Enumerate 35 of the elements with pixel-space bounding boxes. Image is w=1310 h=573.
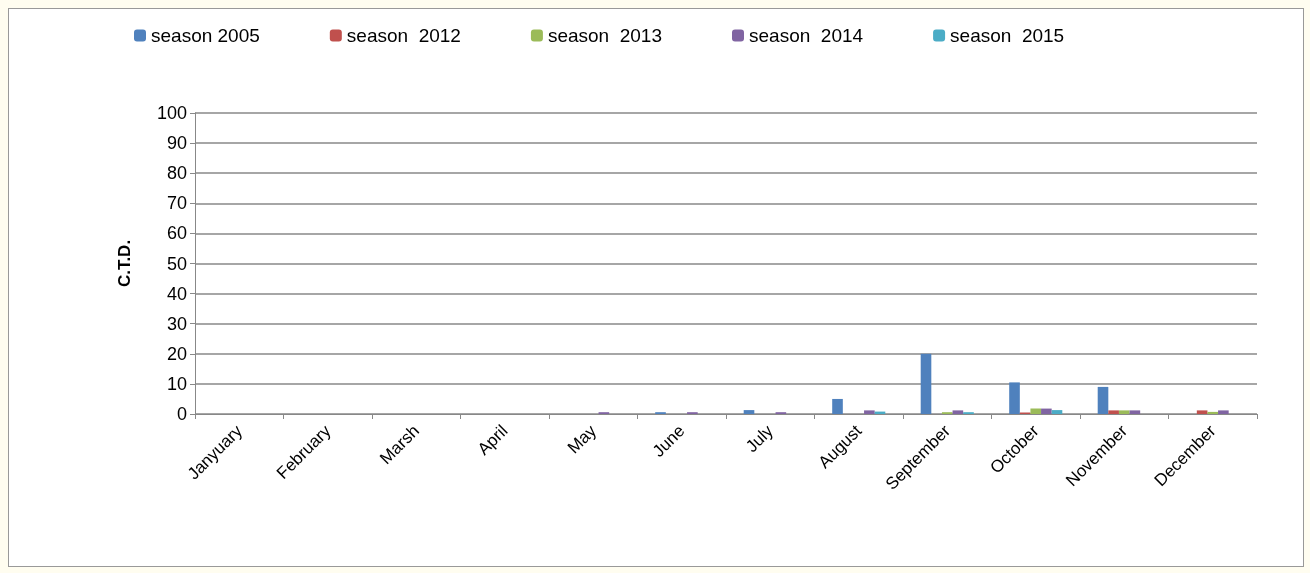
bar (952, 410, 964, 414)
x-tick-label: July (742, 420, 778, 457)
bar (1041, 408, 1052, 414)
legend-label: season 2005 (151, 25, 260, 46)
x-tick-label: May (563, 420, 601, 458)
bar (1118, 410, 1130, 414)
bar (1051, 410, 1063, 414)
legend-label: season 2014 (749, 25, 864, 46)
bar (1009, 382, 1020, 414)
legend-label: season 2015 (950, 25, 1065, 46)
bar (1207, 411, 1219, 414)
y-tick-label: 30 (166, 313, 187, 334)
y-axis-title: C.T.D. (115, 239, 134, 288)
y-tick-label: 10 (166, 373, 187, 394)
y-tick-label: 100 (156, 103, 187, 123)
y-tick-label: 80 (166, 163, 187, 184)
y-tick-label: 60 (166, 223, 187, 244)
bar (743, 410, 755, 414)
bar (1030, 408, 1042, 414)
y-tick-label: 50 (166, 253, 187, 274)
y-tick-label: 20 (166, 343, 187, 364)
bar (1218, 410, 1229, 414)
bar (1196, 410, 1208, 414)
bar (832, 398, 843, 414)
bar (864, 410, 875, 414)
y-tick-label: 90 (166, 133, 187, 154)
bar (920, 353, 932, 414)
bar (1097, 386, 1109, 414)
bar (1129, 410, 1141, 414)
bar (1108, 410, 1119, 414)
y-tick-label: 40 (166, 283, 187, 304)
y-tick-label: 0 (176, 404, 187, 424)
y-tick-label: 70 (166, 193, 187, 214)
legend-label: season 2012 (346, 25, 461, 46)
legend-label: season 2013 (547, 25, 662, 46)
